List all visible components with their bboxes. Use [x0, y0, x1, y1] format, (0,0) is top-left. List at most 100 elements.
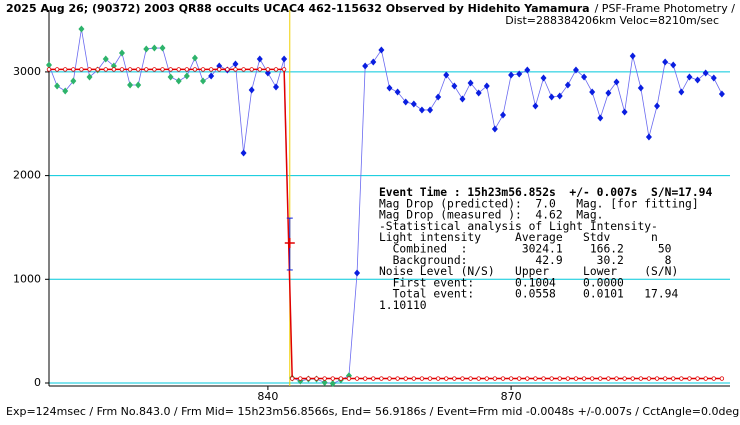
data-point	[54, 82, 61, 90]
model-point	[671, 376, 676, 381]
data-point	[62, 87, 69, 95]
model-point	[484, 376, 489, 381]
data-point	[459, 95, 466, 103]
data-point	[127, 81, 134, 89]
data-point	[208, 72, 215, 80]
y-tick-label: 1000	[13, 272, 41, 285]
model-point	[573, 376, 579, 381]
model-point	[492, 376, 498, 381]
data-point	[402, 98, 409, 106]
data-point	[491, 125, 498, 133]
x-tick-label: 840	[257, 390, 278, 403]
model-point	[452, 376, 457, 381]
model-point	[646, 376, 652, 381]
model-point	[557, 376, 562, 381]
model-point	[225, 67, 230, 72]
model-point	[298, 376, 303, 381]
model-point	[565, 376, 571, 381]
data-point	[548, 93, 555, 101]
data-point	[581, 73, 588, 81]
model-point	[306, 376, 311, 381]
data-point	[605, 89, 612, 97]
model-point	[87, 67, 92, 72]
data-point	[86, 73, 93, 81]
data-point	[418, 106, 425, 114]
data-point	[240, 149, 247, 157]
model-point	[703, 376, 708, 381]
data-point	[102, 55, 109, 63]
data-point	[256, 55, 263, 63]
model-point	[711, 376, 716, 381]
data-point	[443, 71, 450, 79]
data-point	[629, 52, 636, 60]
title-suffix: / PSF-Frame Photometry /	[595, 2, 736, 15]
data-point	[248, 86, 255, 94]
model-point	[184, 67, 190, 72]
model-point	[387, 376, 392, 381]
data-point	[167, 73, 174, 81]
data-point	[354, 269, 361, 277]
model-point	[63, 67, 68, 72]
model-point	[314, 376, 319, 381]
data-point	[483, 82, 490, 90]
model-point	[346, 376, 352, 381]
data-point	[686, 73, 693, 81]
model-point	[654, 376, 660, 381]
data-point	[232, 60, 239, 68]
data-point	[410, 100, 417, 108]
model-point	[638, 376, 644, 381]
model-point	[541, 376, 546, 381]
annotation-line: Mag Drop (measured ): 4.62 Mag.	[379, 209, 603, 222]
data-point	[175, 77, 182, 85]
model-point	[111, 67, 117, 72]
model-point	[468, 376, 473, 381]
data-point	[654, 102, 661, 110]
data-point	[273, 83, 279, 91]
model-point	[662, 376, 668, 381]
data-point	[70, 77, 77, 85]
data-point	[394, 88, 401, 96]
annotation-line: Light intensity Average Stdv n	[379, 231, 658, 244]
model-point	[330, 376, 335, 381]
model-point	[168, 67, 173, 72]
data-point	[216, 62, 223, 70]
data-point	[435, 93, 442, 101]
data-point	[524, 66, 531, 74]
data-point	[110, 62, 117, 70]
model-point	[525, 376, 530, 381]
data-point	[589, 88, 596, 96]
subtitle: Dist=288384206km Veloc=8210m/sec	[505, 14, 719, 27]
model-point	[419, 376, 425, 381]
data-point	[710, 74, 717, 82]
model-point	[354, 376, 360, 381]
data-point	[564, 81, 571, 89]
model-point	[54, 67, 60, 72]
annotation-line: Combined : 3024.1 166.2 50	[379, 243, 672, 256]
data-point	[135, 81, 142, 89]
model-point	[411, 376, 417, 381]
data-point	[467, 79, 474, 87]
model-point	[606, 376, 611, 381]
model-point	[581, 376, 587, 381]
model-point	[208, 67, 214, 72]
model-point	[460, 376, 465, 381]
data-point	[370, 58, 377, 66]
model-point	[241, 67, 246, 72]
data-point	[556, 92, 563, 100]
footer: Exp=124msec / Frm No.843.0 / Frm Mid= 15…	[6, 405, 739, 418]
annotation-line: Event Time : 15h23m56.852s +/- 0.007s S/…	[379, 186, 712, 199]
model-point	[79, 67, 84, 72]
annotation-line: 1.10110	[379, 299, 427, 312]
data-point	[572, 66, 579, 74]
model-point	[395, 376, 400, 381]
model-point	[95, 67, 100, 72]
model-point	[152, 67, 157, 72]
model-point	[500, 376, 506, 381]
model-point	[435, 376, 441, 381]
data-point	[159, 44, 166, 52]
model-point	[508, 376, 514, 381]
data-point	[702, 69, 709, 77]
model-point	[103, 67, 108, 72]
annotation-line: Background: 42.9 30.2 8	[379, 254, 672, 267]
model-point	[476, 376, 481, 381]
